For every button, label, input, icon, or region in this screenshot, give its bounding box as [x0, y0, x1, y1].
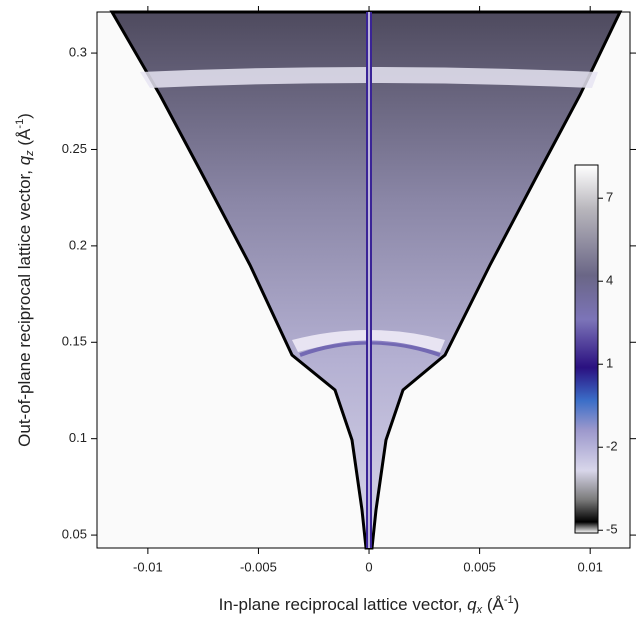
x-tick-label: 0.01: [578, 559, 603, 574]
x-axis-label: In-plane reciprocal lattice vector, qx (…: [219, 594, 520, 616]
y-tick-label: 0.2: [69, 237, 87, 252]
y-tick-label: 0.3: [69, 45, 87, 60]
x-tick-label: 0: [365, 559, 372, 574]
colorbar-tick-label: -5: [606, 522, 618, 537]
y-tick-label: 0.15: [62, 334, 87, 349]
y-tick-label: 0.1: [69, 430, 87, 445]
colorbar-tick-label: -2: [606, 439, 618, 454]
colorbar: [574, 164, 599, 534]
x-tick-label: 0.005: [463, 559, 496, 574]
heatmap: [109, 10, 623, 550]
x-tick-label: -0.005: [240, 559, 277, 574]
y-tick-label: 0.25: [62, 141, 87, 156]
colorbar-tick-label: 4: [606, 273, 613, 288]
x-tick-label: -0.01: [133, 559, 163, 574]
colorbar-tick-label: 1: [606, 356, 613, 371]
y-tick-label: 0.05: [62, 527, 87, 542]
colorbar-tick-label: 7: [606, 190, 613, 205]
y-axis-label: Out-of-plane reciprocal lattice vector, …: [14, 113, 36, 447]
